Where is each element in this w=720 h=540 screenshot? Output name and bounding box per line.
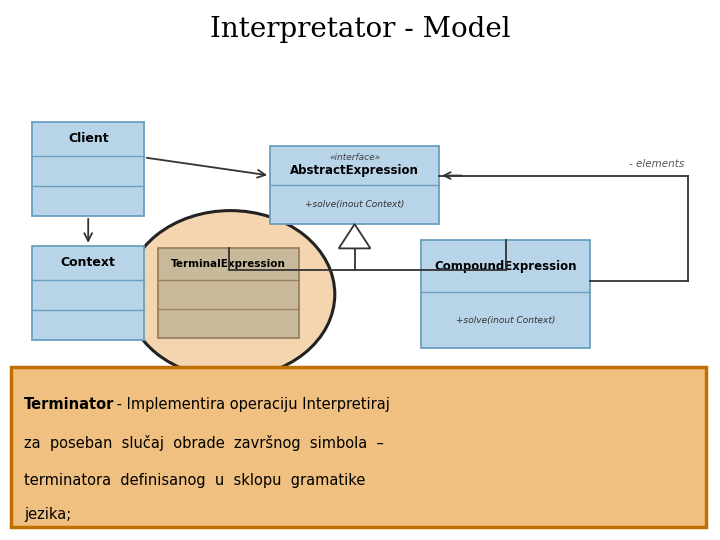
Bar (32, 246, 144, 340)
Bar (32, 122, 144, 216)
Text: : - Implementira operaciju Interpretiraj: : - Implementira operaciju Interpretiraj (107, 397, 390, 412)
Bar (270, 146, 439, 224)
Text: Client: Client (68, 132, 109, 145)
Text: - elements: - elements (629, 159, 684, 169)
Text: +solve(inout Context): +solve(inout Context) (456, 316, 556, 325)
Text: Context: Context (60, 256, 116, 269)
Bar (11, 367, 706, 526)
Text: «interface»: «interface» (329, 153, 380, 162)
Bar (421, 240, 590, 348)
Ellipse shape (126, 211, 335, 378)
Text: terminatora  definisanog  u  sklopu  gramatike: terminatora definisanog u sklopu gramati… (24, 472, 365, 488)
Polygon shape (339, 224, 370, 248)
Text: +solve(inout Context): +solve(inout Context) (305, 200, 405, 209)
Text: Interpretator - Model: Interpretator - Model (210, 16, 510, 43)
Text: TerminalExpression: TerminalExpression (171, 259, 286, 269)
Text: jezika;: jezika; (24, 507, 71, 522)
Text: AbstractExpression: AbstractExpression (290, 164, 419, 177)
Text: Terminator: Terminator (24, 397, 114, 412)
Text: za  poseban  slučaj  obrade  završnog  simbola  –: za poseban slučaj obrade završnog simbol… (24, 435, 384, 451)
Bar (158, 248, 299, 338)
Text: CompoundExpression: CompoundExpression (435, 260, 577, 273)
